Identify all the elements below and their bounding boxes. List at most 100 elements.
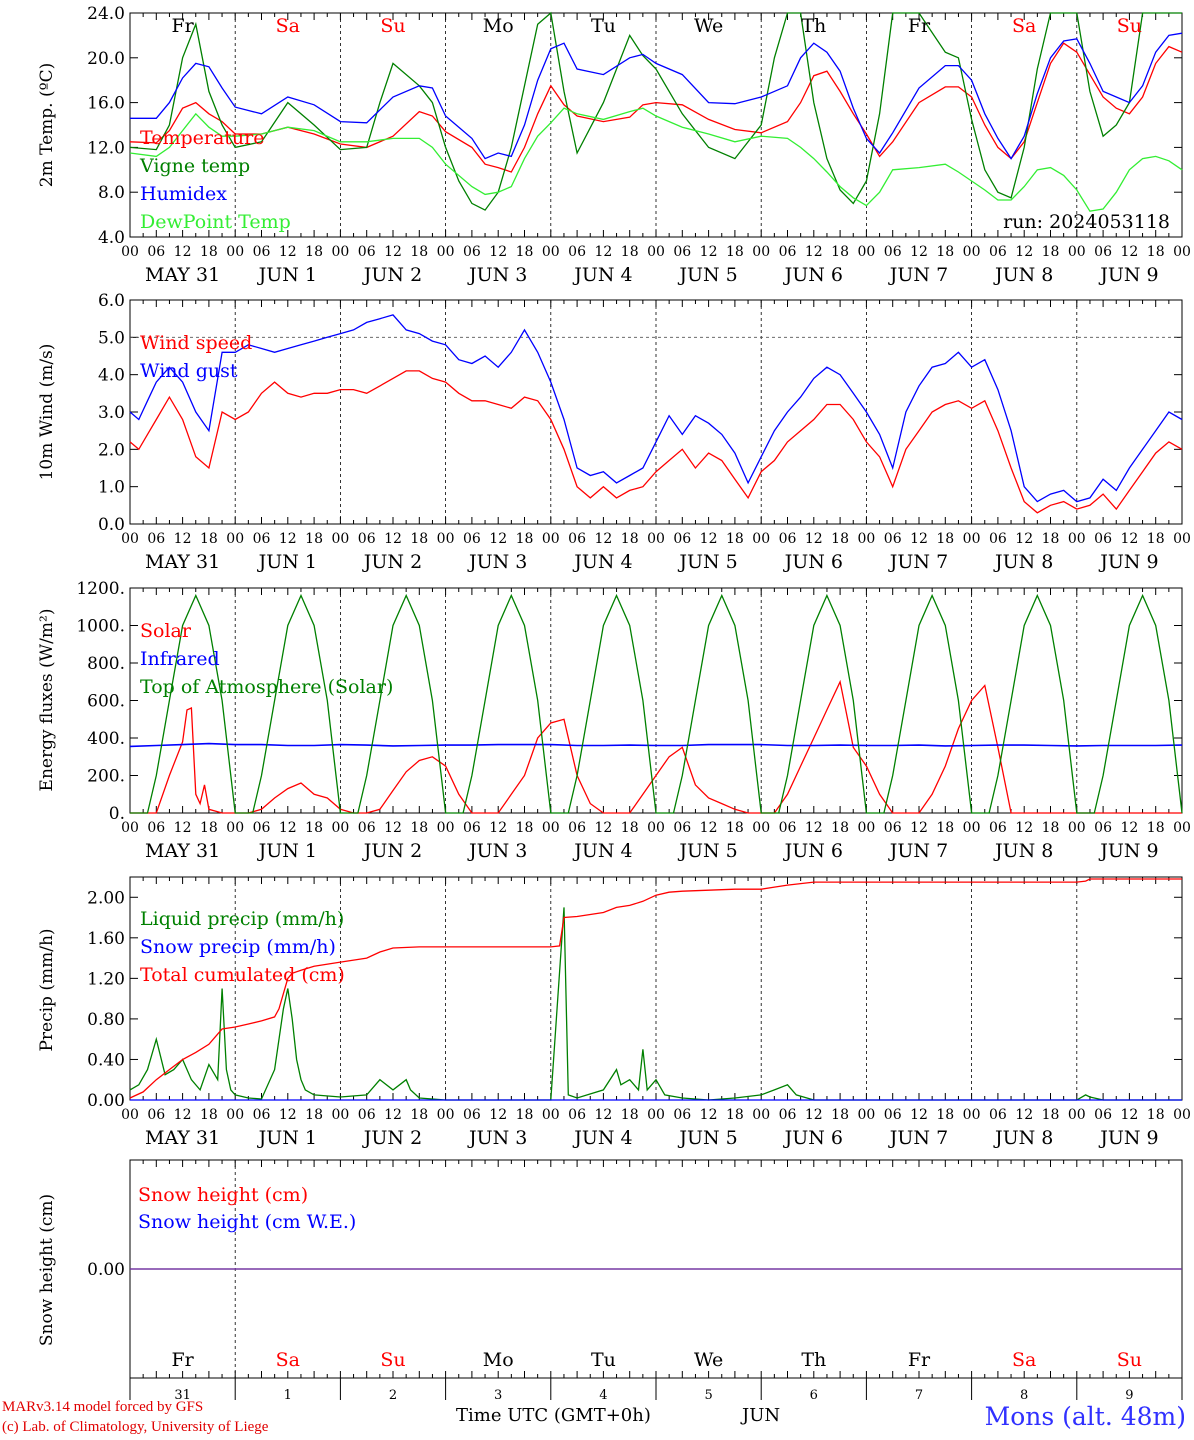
x-hour-label: 06 [568, 244, 586, 260]
x-date-label: JUN 3 [467, 264, 527, 286]
y-tick-label: 1200. [76, 579, 125, 599]
x-date-label: JUN 7 [888, 264, 948, 286]
x-hour-label: 18 [831, 244, 849, 260]
x-hour-label: 06 [358, 1107, 376, 1123]
x-hour-label: 00 [752, 820, 770, 836]
x-date-label: JUN 2 [362, 264, 422, 286]
x-hour-label: 18 [305, 820, 323, 836]
y-tick-label: 4.0 [98, 366, 125, 386]
x-hour-label: 12 [174, 244, 192, 260]
x-hour-label: 06 [253, 820, 271, 836]
x-hour-label: 06 [779, 1107, 797, 1123]
x-hour-label: 00 [1068, 531, 1086, 547]
series-line [130, 32, 1183, 160]
x-hour-label: 18 [516, 1107, 534, 1123]
dow-label: Su [380, 1349, 405, 1371]
series-line [129, 370, 1183, 514]
day-number-label: 6 [810, 1388, 818, 1403]
x-hour-label: 12 [594, 820, 612, 836]
x-date-label: MAY 31 [145, 840, 220, 862]
x-date-label: JUN 6 [783, 840, 843, 862]
x-hour-label: 18 [1147, 1107, 1165, 1123]
y-tick-label: 24.0 [87, 4, 125, 24]
x-hour-label: 00 [121, 244, 139, 260]
x-date-label: JUN 5 [677, 1127, 737, 1149]
x-hour-label: 12 [279, 1107, 297, 1123]
x-hour-label: 06 [358, 531, 376, 547]
run-label: run: 2024053118 [1003, 211, 1170, 233]
y-tick-label: 0.0 [98, 515, 125, 535]
x-hour-label: 12 [1015, 244, 1033, 260]
y-tick-label: 5.0 [98, 328, 125, 348]
x-hour-label: 00 [963, 820, 981, 836]
y-tick-label: 3.0 [98, 403, 125, 423]
x-hour-label: 18 [516, 531, 534, 547]
x-hour-label: 12 [594, 1107, 612, 1123]
x-hour-label: 00 [1068, 1107, 1086, 1123]
x-date-label: JUN 2 [362, 840, 422, 862]
series-line [130, 593, 1183, 814]
lab-credit: (c) Lab. of Climatology, University of L… [2, 1419, 269, 1435]
x-date-label: JUN 9 [1098, 264, 1158, 286]
x-hour-label: 18 [305, 244, 323, 260]
y-tick-label: 20.0 [87, 49, 125, 69]
x-hour-label: 18 [831, 820, 849, 836]
x-hour-label: 12 [489, 531, 507, 547]
x-hour-label: 00 [1173, 1107, 1191, 1123]
x-date-label: JUN 2 [362, 1127, 422, 1149]
x-hour-label: 12 [489, 1107, 507, 1123]
dow-label: Su [1117, 1349, 1142, 1371]
station-label: Mons (alt. 48m) [984, 1402, 1186, 1431]
x-hour-label: 18 [726, 1107, 744, 1123]
x-hour-label: 00 [857, 820, 875, 836]
x-hour-label: 00 [331, 244, 349, 260]
x-hour-label: 06 [673, 1107, 691, 1123]
time-axis-label: Time UTC (GMT+0h) [456, 1405, 651, 1426]
x-hour-label: 00 [647, 531, 665, 547]
x-hour-label: 18 [621, 1107, 639, 1123]
x-hour-label: 18 [305, 1107, 323, 1123]
y-tick-label: 2.00 [87, 888, 125, 908]
day-number-label: 9 [1125, 1388, 1133, 1403]
series-line [129, 878, 1182, 1099]
x-hour-label: 00 [752, 1107, 770, 1123]
x-hour-label: 18 [516, 244, 534, 260]
x-hour-label: 18 [936, 1107, 954, 1123]
x-date-label: MAY 31 [145, 1127, 220, 1149]
x-hour-label: 18 [726, 531, 744, 547]
day-number-label: 7 [915, 1388, 923, 1403]
legend-entry: Vigne temp [139, 155, 250, 177]
x-hour-label: 06 [989, 820, 1007, 836]
x-hour-label: 06 [253, 1107, 271, 1123]
x-hour-label: 00 [963, 1107, 981, 1123]
y-tick-label: 6.0 [98, 291, 125, 311]
x-date-label: JUN 4 [572, 1127, 632, 1149]
x-hour-label: 18 [621, 820, 639, 836]
x-hour-label: 18 [1042, 1107, 1060, 1123]
dow-label: Fr [171, 1349, 194, 1371]
dow-label: We [694, 1349, 723, 1371]
y-tick-label: 1.0 [98, 478, 125, 498]
x-hour-label: 12 [489, 244, 507, 260]
x-hour-label: 06 [673, 820, 691, 836]
x-hour-label: 00 [121, 1107, 139, 1123]
x-date-label: JUN 4 [572, 264, 632, 286]
x-hour-label: 18 [410, 244, 428, 260]
x-hour-label: 12 [594, 531, 612, 547]
x-date-label: MAY 31 [145, 551, 220, 573]
x-hour-label: 06 [253, 244, 271, 260]
x-hour-label: 18 [200, 820, 218, 836]
x-hour-label: 00 [752, 531, 770, 547]
y-tick-label: 0. [109, 804, 125, 824]
series-line [129, 314, 1183, 503]
x-hour-label: 18 [200, 531, 218, 547]
x-hour-label: 18 [831, 1107, 849, 1123]
x-hour-label: 18 [305, 531, 323, 547]
x-date-label: JUN 3 [467, 1127, 527, 1149]
x-hour-label: 18 [200, 1107, 218, 1123]
x-hour-label: 12 [1120, 531, 1138, 547]
x-hour-label: 00 [226, 244, 244, 260]
y-tick-label: 1.20 [87, 969, 125, 989]
x-hour-label: 00 [647, 244, 665, 260]
